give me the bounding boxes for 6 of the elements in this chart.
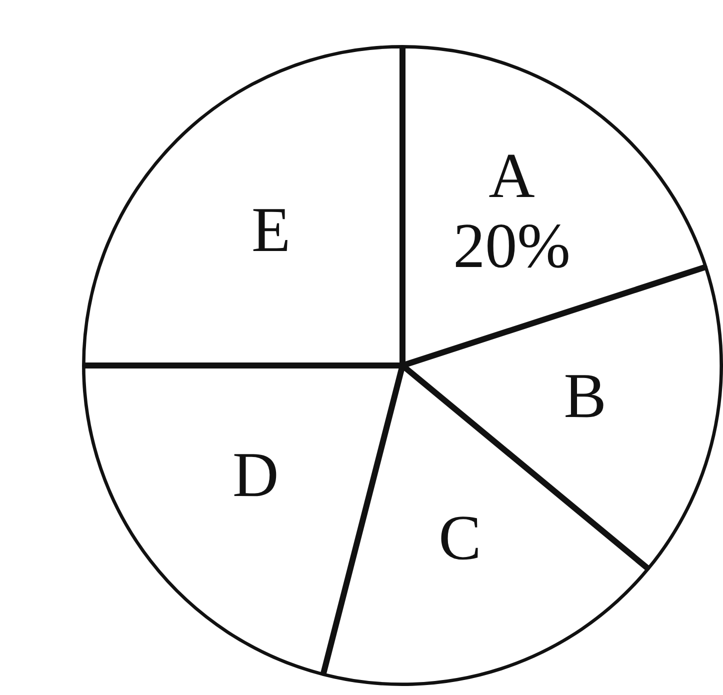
slice-label: B (564, 360, 606, 432)
slice-label: C (438, 502, 482, 574)
data-label: 20% (453, 210, 570, 281)
slice-label: E (252, 194, 291, 265)
slice-label: D (232, 439, 279, 510)
slice-label: A (488, 140, 535, 211)
